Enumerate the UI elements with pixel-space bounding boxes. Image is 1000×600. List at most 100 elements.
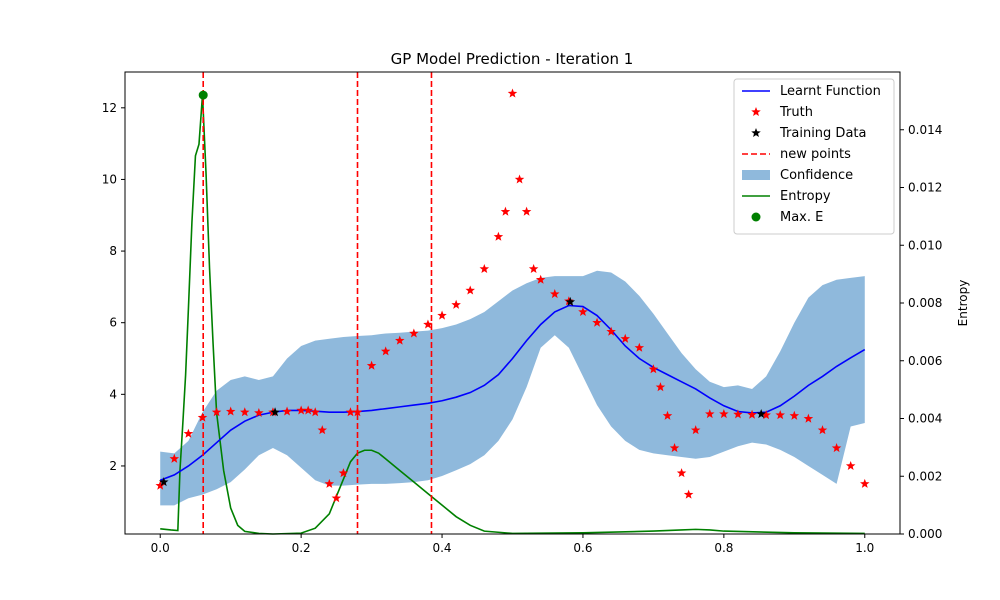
y2-tick-label: 0.008 [908, 296, 942, 310]
entropy-line [160, 95, 865, 535]
truth-point [395, 335, 405, 345]
truth-point [860, 478, 870, 488]
training-data-layer [158, 90, 766, 487]
legend-patch-handle [742, 170, 770, 180]
truth-point [521, 206, 532, 216]
truth-point [437, 310, 447, 320]
truth-point [155, 480, 165, 490]
truth-point [310, 407, 320, 417]
truth-point [761, 410, 771, 420]
truth-point [254, 407, 264, 417]
x-tick-label: 0.2 [292, 541, 311, 555]
truth-point [366, 360, 377, 370]
training-point [756, 409, 766, 419]
max-entropy-point [198, 90, 208, 100]
truth-point [550, 289, 560, 299]
legend-label: Entropy [780, 189, 831, 204]
truth-point [317, 425, 328, 435]
confidence-layer [160, 270, 865, 506]
legend-label: Max. E [780, 210, 823, 225]
truth-point [345, 407, 356, 417]
truth-point [676, 468, 687, 478]
truth-point [225, 406, 236, 416]
entropy-layer [160, 95, 865, 535]
x-tick-label: 0.4 [432, 541, 451, 555]
legend-label: Confidence [780, 168, 853, 183]
legend-box [733, 78, 895, 235]
y2-tick-label: 0.002 [908, 469, 942, 483]
confidence-band [160, 270, 865, 506]
x-tick-label: 0.8 [714, 541, 733, 555]
y-tick-label: 12 [102, 101, 117, 115]
legend-label: Truth [779, 105, 813, 120]
legend-label: Training Data [779, 126, 866, 141]
truth-point [669, 443, 680, 453]
truth-point [303, 405, 313, 415]
y2-tick-label: 0.004 [908, 412, 942, 426]
truth-point [535, 274, 546, 284]
truth-point [211, 407, 222, 417]
y2-axis-label: Entropy [956, 280, 970, 327]
truth-point [324, 478, 335, 488]
truth-point [817, 425, 828, 435]
y-tick-label: 2 [109, 459, 117, 473]
truth-point [803, 413, 814, 423]
legend-label: new points [780, 147, 851, 162]
truth-point [620, 333, 630, 343]
y-tick-label: 6 [109, 316, 117, 330]
truth-point [690, 425, 701, 435]
truth-point [831, 443, 842, 453]
axes-layer: 0.0 0.2 0.4 0.6 0.8 1.0 2 4 6 8 10 12 0.000 0.002 0.00… [102, 71, 942, 555]
y2-tick-label: 0.012 [908, 181, 942, 195]
x-tick-label: 0.6 [573, 541, 592, 555]
chart-title: GP Model Prediction - Iteration 1 [391, 50, 634, 68]
truth-point [282, 406, 292, 416]
truth-point [451, 299, 461, 309]
legend-label: Learnt Function [780, 84, 881, 99]
legend-star-handle [751, 128, 761, 138]
truth-point [845, 460, 856, 470]
truth-point [197, 412, 208, 422]
truth-point [789, 410, 800, 420]
y2-tick-label: 0.000 [908, 527, 942, 541]
truth-point [409, 328, 419, 338]
truth-point [514, 174, 525, 184]
truth-point [338, 468, 349, 478]
x-tick-label: 1.0 [855, 541, 874, 555]
truth-point [578, 306, 588, 316]
y2-tick-label: 0.006 [908, 354, 942, 368]
truth-point [592, 317, 602, 327]
x-tick-label: 0.0 [151, 541, 170, 555]
truth-point [183, 428, 194, 438]
truth-layer [155, 88, 870, 503]
truth-point [528, 263, 539, 274]
truth-point [648, 364, 659, 374]
truth-point [465, 285, 475, 295]
truth-point [352, 407, 363, 417]
truth-point [500, 206, 511, 216]
truth-point [655, 382, 666, 392]
training-point [158, 477, 169, 487]
truth-point [423, 319, 433, 329]
truth-point [380, 346, 391, 356]
training-point [270, 407, 280, 417]
truth-point [606, 326, 616, 336]
y-tick-label: 10 [102, 172, 117, 186]
truth-point [719, 409, 729, 419]
truth-point [493, 231, 504, 241]
y-tick-label: 4 [109, 387, 117, 401]
truth-point [296, 405, 306, 415]
legend-star-handle [751, 107, 761, 117]
truth-point [747, 409, 757, 419]
y2-tick-label: 0.010 [908, 238, 942, 252]
truth-point [331, 493, 342, 503]
legend-dot-handle [751, 212, 761, 222]
new-points-layer [202, 72, 433, 534]
truth-point [479, 263, 490, 274]
legend: Learnt Function Truth Training Data new poi… [733, 78, 895, 235]
truth-point [662, 410, 673, 420]
y-tick-label: 8 [109, 244, 117, 258]
truth-point [683, 489, 694, 499]
truth-point [733, 409, 743, 419]
